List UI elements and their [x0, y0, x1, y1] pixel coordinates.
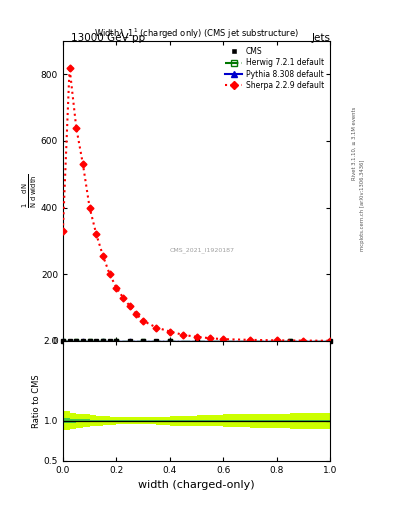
Y-axis label: Ratio to CMS: Ratio to CMS — [32, 374, 41, 428]
Text: mcplots.cern.ch [arXiv:1306.3436]: mcplots.cern.ch [arXiv:1306.3436] — [360, 159, 365, 250]
Text: Jets: Jets — [311, 33, 330, 44]
Text: CMS_2021_I1920187: CMS_2021_I1920187 — [169, 247, 234, 252]
Legend: CMS, Herwig 7.2.1 default, Pythia 8.308 default, Sherpa 2.2.9 default: CMS, Herwig 7.2.1 default, Pythia 8.308 … — [223, 45, 326, 92]
Y-axis label: $\frac{1}{\mathrm{N}}\,\frac{\mathrm{d}\mathrm{N}}{\mathrm{d}\,\mathrm{width}}$: $\frac{1}{\mathrm{N}}\,\frac{\mathrm{d}\… — [21, 174, 39, 208]
Title: Width$\lambda\_1^1$ (charged only) (CMS jet substructure): Width$\lambda\_1^1$ (charged only) (CMS … — [94, 27, 299, 41]
X-axis label: width (charged-only): width (charged-only) — [138, 480, 255, 490]
Text: 13000 GeV pp: 13000 GeV pp — [71, 33, 145, 44]
Text: Rivet 3.1.10, ≥ 3.1M events: Rivet 3.1.10, ≥ 3.1M events — [352, 106, 357, 180]
